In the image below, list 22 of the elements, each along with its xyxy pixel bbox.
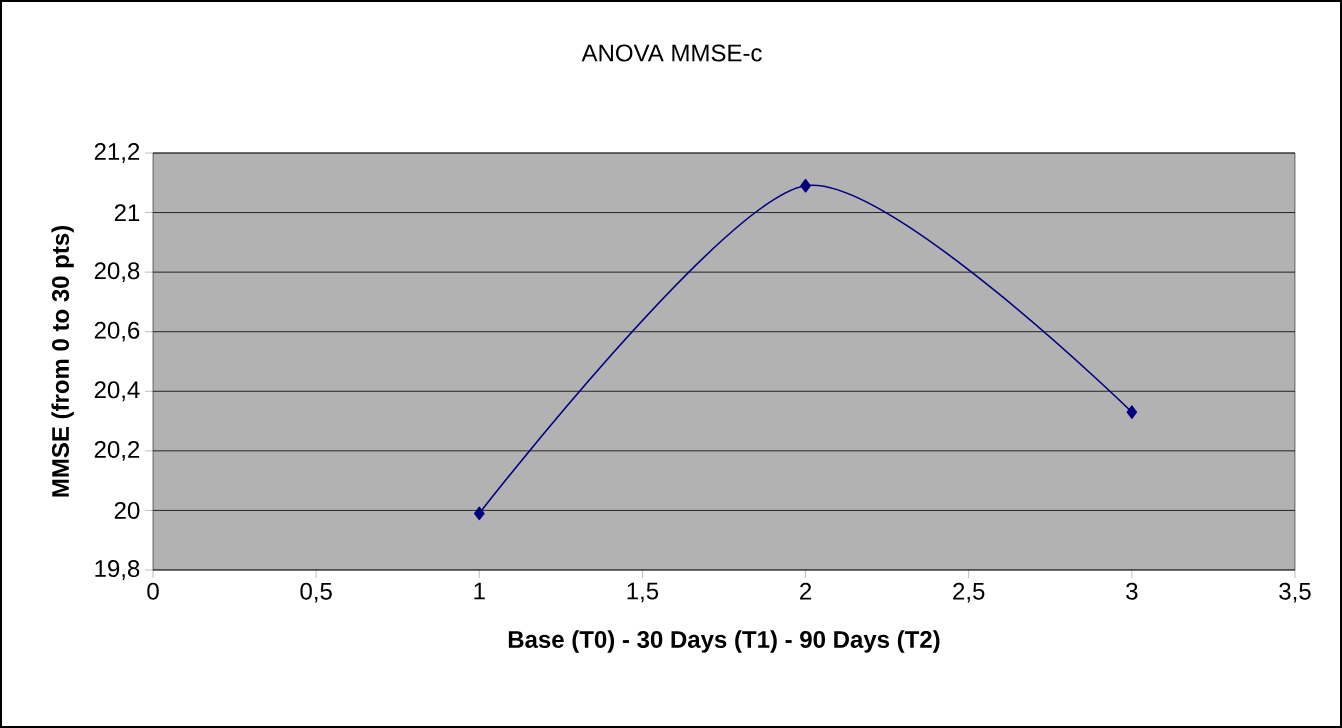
- y-tick-label: 19,8: [95, 560, 140, 580]
- y-tick-label: 21,2: [94, 143, 140, 163]
- y-tick-label: 20,6: [94, 321, 140, 342]
- point: [800, 178, 811, 193]
- x-tick-label: 2: [800, 582, 812, 600]
- y-axis-title: MMSE (from 0 to 30 pts): [51, 226, 74, 497]
- x-tick-label: 0: [147, 582, 159, 600]
- y-tick-label: 21: [114, 204, 140, 221]
- y-tick-label: 20,4: [94, 381, 140, 402]
- y-tick-label: 20,2: [94, 440, 140, 461]
- x-tick-label: 0,5: [300, 582, 332, 603]
- x-tick-label: 1,5: [627, 582, 659, 603]
- x-axis-title: Base (T0) - 30 Days (T1) - 90 Days (T2): [508, 630, 940, 653]
- chart-title: ANOVA MMSE-c: [581, 44, 762, 62]
- x-tick-label: 3,5: [1279, 582, 1311, 603]
- x-tick-label: 1: [474, 582, 485, 600]
- x-tick-label: 3: [1126, 582, 1138, 600]
- point: [473, 506, 485, 521]
- y-tick-label: 20,8: [94, 262, 140, 283]
- y-tick-label: 20: [114, 501, 140, 519]
- point: [1126, 405, 1138, 419]
- x-tick-label: 2,5: [953, 582, 985, 603]
